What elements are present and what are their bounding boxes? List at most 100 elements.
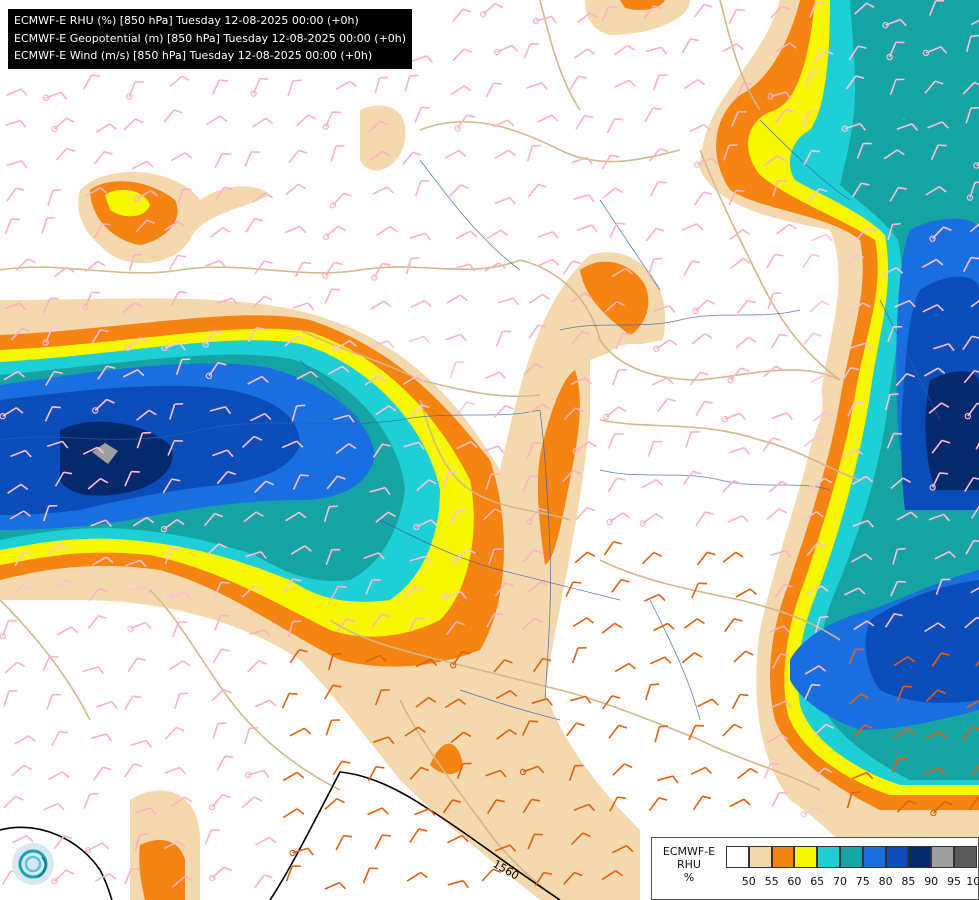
wind-barb	[122, 369, 145, 378]
wind-barb	[527, 183, 547, 198]
wind-barb	[683, 78, 706, 90]
wind-barb	[730, 257, 752, 270]
wind-barb	[332, 340, 357, 352]
legend-tick-label: 85	[901, 875, 916, 888]
wind-barb	[526, 144, 541, 162]
wind-barb	[844, 253, 865, 268]
legend-tick-label: 50	[741, 875, 756, 888]
wind-barb	[51, 730, 68, 747]
wind-barb	[519, 765, 545, 776]
wind-barb	[90, 733, 112, 742]
wind-barb	[204, 828, 220, 845]
wind-barb	[601, 5, 618, 22]
wind-barb	[563, 871, 583, 885]
wind-barb	[884, 393, 899, 411]
rhu-60-north	[580, 261, 649, 335]
wind-barb	[252, 295, 273, 308]
wind-barb	[522, 475, 538, 492]
wind-barb	[689, 123, 711, 133]
wind-barb	[214, 186, 233, 202]
wind-barb	[528, 293, 551, 304]
wind-barb	[93, 223, 111, 239]
wind-barb	[652, 74, 668, 91]
wind-barb	[850, 553, 873, 563]
wind-barb	[84, 842, 110, 854]
wind-barb	[484, 262, 506, 272]
wind-barb	[53, 579, 74, 592]
wind-barb	[603, 406, 627, 420]
wind-barb	[570, 377, 592, 386]
wind-barb	[934, 550, 957, 560]
wind-barb	[9, 510, 31, 520]
wind-barb	[643, 593, 666, 602]
wind-barb	[241, 435, 263, 449]
wind-barb	[924, 767, 946, 776]
wind-barb	[527, 833, 544, 850]
wind-barb	[601, 870, 623, 881]
wind-barb	[329, 192, 352, 209]
wind-barb	[931, 439, 951, 454]
legend-tick-label: 65	[810, 875, 825, 888]
wind-barb	[653, 622, 675, 632]
wind-barb	[284, 225, 307, 234]
wind-barb	[532, 15, 558, 25]
wind-barb	[92, 766, 112, 781]
wind-barb	[255, 836, 277, 846]
wind-barb	[283, 578, 302, 593]
wind-barb	[216, 470, 236, 485]
wind-barb	[614, 44, 636, 56]
wind-barb	[923, 367, 946, 377]
wind-barb	[454, 114, 476, 132]
wind-barb	[288, 149, 308, 164]
wind-barb	[848, 45, 867, 61]
wind-barb	[43, 802, 65, 811]
wind-barb	[121, 302, 143, 314]
wind-barb	[371, 613, 391, 628]
wind-barb	[206, 115, 228, 126]
wind-barb	[652, 377, 674, 386]
wind-barb	[766, 508, 788, 520]
wind-barb	[294, 261, 312, 278]
wind-barb	[132, 516, 155, 527]
wind-barb	[136, 431, 151, 449]
wind-barb	[164, 220, 186, 231]
geopotential-contour	[0, 771, 561, 900]
wind-barb	[692, 795, 712, 811]
wind-barb	[163, 840, 186, 850]
wind-barb	[762, 437, 782, 452]
wind-barb	[369, 486, 391, 496]
wind-barb	[576, 224, 598, 233]
wind-barb	[494, 196, 517, 205]
wind-barb	[372, 443, 391, 458]
wind-barb	[568, 764, 584, 782]
wind-barb	[848, 693, 870, 706]
wind-barb	[456, 440, 478, 450]
wind-barb	[571, 647, 587, 664]
wind-barb	[767, 91, 792, 100]
wind-barb	[565, 581, 582, 597]
wind-barb	[326, 475, 346, 490]
wind-barb	[882, 18, 907, 29]
wind-barb	[0, 619, 17, 640]
legend-unit: %	[683, 871, 695, 884]
wind-barb	[602, 187, 623, 199]
wind-barb	[450, 650, 471, 669]
wind-barb	[970, 296, 979, 308]
wind-barb	[127, 621, 152, 632]
wind-barb	[683, 618, 705, 629]
wind-barb	[54, 471, 73, 487]
wind-barb	[721, 412, 747, 423]
wind-barb	[209, 866, 232, 882]
wind-barb	[644, 683, 660, 701]
wind-barb	[170, 152, 193, 162]
wind-barb	[492, 119, 515, 128]
wind-barb	[689, 371, 709, 386]
wind-barb	[606, 512, 631, 526]
legend-swatch	[908, 846, 932, 868]
wind-barb	[376, 225, 398, 236]
wind-barb	[241, 585, 262, 598]
wind-barb	[375, 405, 397, 416]
wind-barb	[51, 117, 75, 133]
wind-barb	[323, 505, 338, 523]
wind-barb	[487, 799, 505, 814]
